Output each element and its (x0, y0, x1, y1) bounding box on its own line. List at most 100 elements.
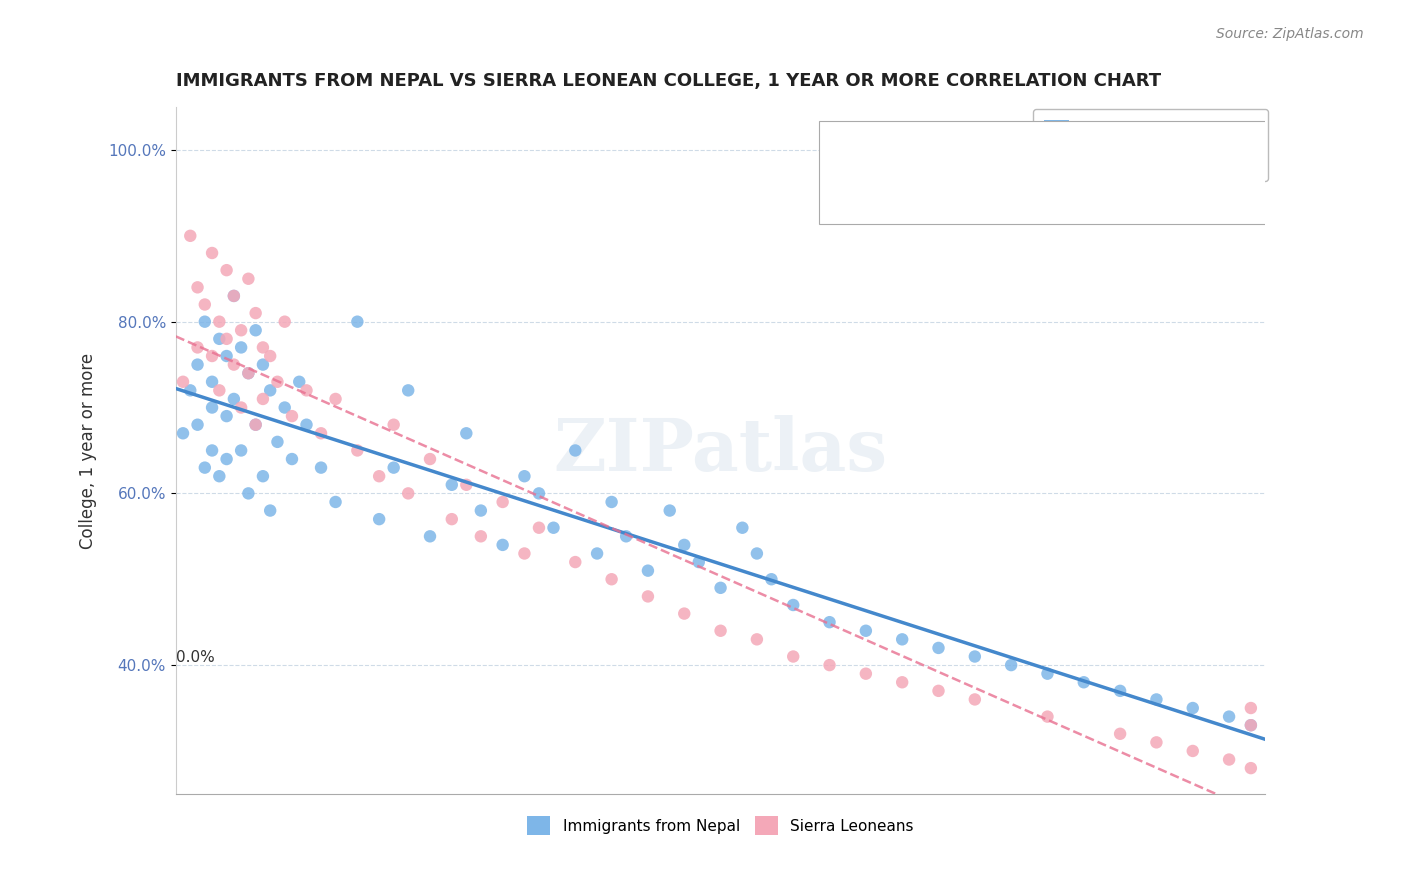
Point (440, 478, 463, 492)
Point (186, 340, 209, 354)
Point (186, 280, 209, 294)
Point (238, 366, 260, 380)
Point (543, 521, 565, 535)
Point (274, 401, 297, 415)
Point (1000, 658, 1022, 673)
Point (288, 375, 311, 389)
Point (673, 607, 696, 621)
Point (266, 434, 288, 449)
Point (513, 469, 536, 483)
Point (346, 443, 368, 458)
Point (492, 538, 515, 552)
Point (252, 358, 274, 372)
Point (208, 332, 231, 346)
Point (1073, 675, 1095, 690)
Text: 0.0%: 0.0% (176, 649, 215, 665)
Point (208, 384, 231, 398)
Point (745, 632, 768, 647)
Point (731, 521, 754, 535)
Point (564, 555, 586, 569)
Point (368, 469, 391, 483)
Point (252, 469, 274, 483)
Point (231, 401, 253, 415)
Point (259, 384, 281, 398)
Point (710, 624, 733, 638)
Point (527, 486, 550, 500)
Point (179, 384, 201, 398)
Point (761, 572, 783, 586)
Point (1240, 718, 1263, 732)
Point (215, 263, 238, 277)
Point (470, 529, 492, 543)
Point (309, 460, 332, 475)
Point (1146, 735, 1168, 749)
Point (1146, 692, 1168, 706)
Point (963, 649, 986, 664)
Point (855, 666, 877, 681)
Point (259, 503, 281, 517)
Text: Source: ZipAtlas.com: Source: ZipAtlas.com (1216, 27, 1364, 41)
Point (600, 495, 623, 509)
Legend: Immigrants from Nepal, Sierra Leoneans: Immigrants from Nepal, Sierra Leoneans (522, 810, 920, 841)
Point (222, 289, 245, 303)
Point (1240, 718, 1263, 732)
Point (818, 658, 841, 673)
Point (259, 349, 281, 363)
Point (382, 460, 405, 475)
Point (470, 503, 492, 517)
Point (231, 323, 253, 337)
Point (215, 409, 238, 424)
Point (637, 564, 659, 578)
Point (513, 546, 536, 561)
Point (201, 375, 224, 389)
Point (346, 315, 368, 329)
Point (172, 375, 194, 389)
Point (194, 315, 217, 329)
Point (179, 228, 201, 243)
Point (1036, 666, 1059, 681)
Point (186, 358, 209, 372)
Point (309, 426, 332, 441)
Point (745, 546, 768, 561)
Point (368, 512, 391, 526)
Point (396, 384, 419, 398)
Point (1218, 709, 1240, 723)
Point (637, 590, 659, 604)
Point (186, 417, 209, 432)
Point (208, 469, 231, 483)
Point (266, 375, 288, 389)
Point (245, 417, 267, 432)
FancyBboxPatch shape (818, 120, 1298, 224)
Point (818, 615, 841, 630)
Point (281, 409, 304, 424)
Point (194, 460, 217, 475)
Point (456, 426, 478, 441)
Point (419, 529, 441, 543)
Point (194, 297, 217, 311)
Point (201, 443, 224, 458)
Point (201, 246, 224, 260)
Point (564, 443, 586, 458)
Point (245, 417, 267, 432)
Point (492, 495, 515, 509)
Point (614, 529, 637, 543)
Point (527, 521, 550, 535)
Point (201, 349, 224, 363)
Point (215, 332, 238, 346)
Point (928, 684, 950, 698)
Point (238, 271, 260, 285)
Point (238, 366, 260, 380)
Point (456, 478, 478, 492)
Point (600, 572, 623, 586)
Point (238, 486, 260, 500)
Point (419, 452, 441, 467)
Point (1240, 701, 1263, 715)
Point (1036, 709, 1059, 723)
Point (1181, 744, 1204, 758)
Point (281, 452, 304, 467)
Point (928, 640, 950, 655)
Point (586, 546, 609, 561)
Point (231, 340, 253, 354)
Point (1109, 727, 1132, 741)
Point (295, 417, 318, 432)
